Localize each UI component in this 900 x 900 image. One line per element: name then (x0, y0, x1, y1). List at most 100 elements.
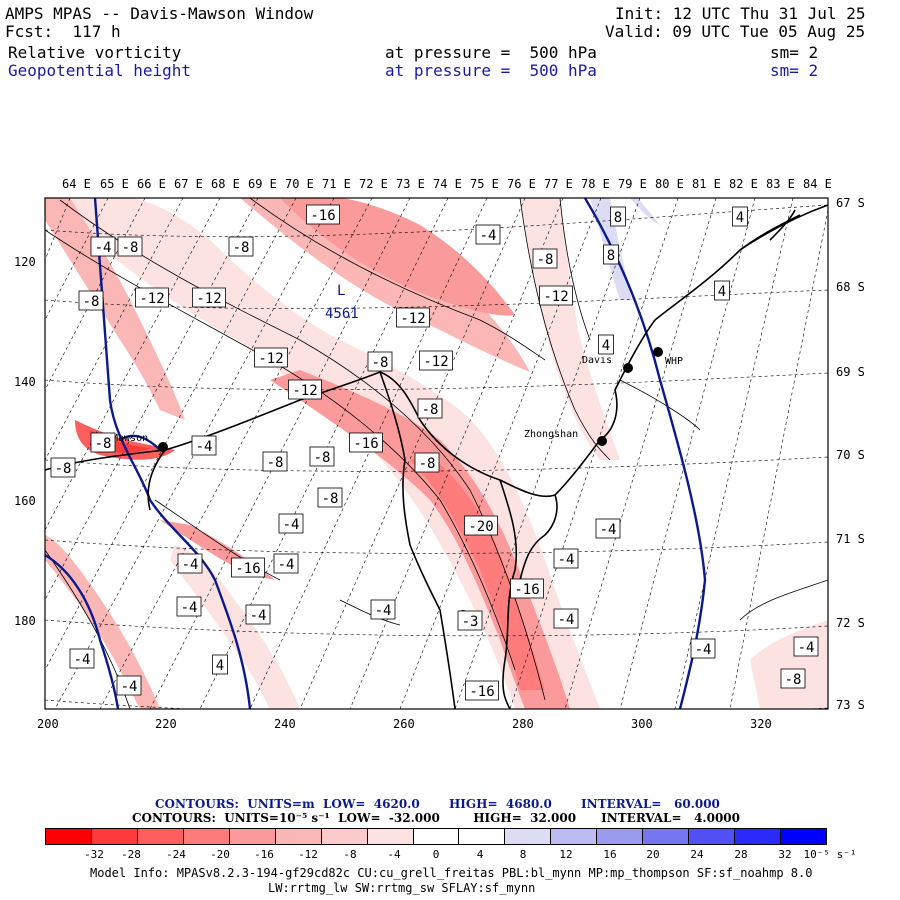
valid-time: Valid: 09 UTC Tue 05 Aug 25 (605, 22, 866, 41)
contour-label: -8 (228, 236, 254, 257)
x-axis-ticks: 200 220 240 260 280 300 320 (37, 717, 772, 731)
colorbar (45, 828, 827, 845)
svg-text:-4: -4 (798, 640, 815, 656)
lat-label: 71 S (836, 532, 865, 546)
lon-label: 68 E (211, 177, 240, 191)
svg-text:-8: -8 (419, 456, 436, 472)
field2-level: at pressure = 500 hPa (385, 61, 597, 80)
contour-label: -4 (116, 675, 142, 696)
colorbar-swatch (46, 829, 92, 844)
contour-label: -8 (317, 487, 343, 508)
y-tick: 120 (14, 255, 36, 269)
contour-label: -16 (510, 578, 544, 599)
colorbar-swatch (643, 829, 690, 844)
vorticity-contour-info: CONTOURS: UNITS=10⁻⁵ s⁻¹ LOW= -32.000 HI… (132, 811, 740, 825)
contour-label: -12 (192, 287, 226, 308)
contour-label: 4 (732, 206, 748, 227)
station-marker-davis (623, 363, 633, 373)
colorbar-swatch (183, 829, 230, 844)
lat-label: 67 S (836, 196, 865, 210)
vorticity-shading (45, 198, 828, 709)
svg-text:-3: -3 (462, 614, 479, 630)
svg-text:-4: -4 (278, 557, 295, 573)
vorticity-map: 64 E 65 E 66 E 67 E 68 E 69 E 70 E 71 E … (14, 177, 865, 731)
lat-label: 73 S (836, 698, 865, 712)
svg-text:-12: -12 (400, 311, 425, 327)
x-tick: 320 (750, 717, 772, 731)
svg-text:-16: -16 (353, 436, 378, 452)
svg-text:-4: -4 (74, 652, 91, 668)
lon-label: 67 E (174, 177, 203, 191)
contour-label: -16 (465, 680, 499, 701)
contour-label: -4 (475, 224, 501, 245)
lon-label: 81 E (692, 177, 721, 191)
colorbar-label: 0 (432, 848, 440, 861)
lat-label: 68 S (836, 280, 865, 294)
contour-label: -4 (176, 596, 202, 617)
coastline (45, 204, 828, 709)
map-frame (44, 197, 829, 710)
contour-label: -4 (245, 604, 271, 625)
height-low-value: 4561 (325, 306, 359, 322)
x-tick: 220 (155, 717, 177, 731)
colorbar-label: -8 (343, 848, 357, 861)
y-tick: 180 (14, 614, 36, 628)
colorbar-label: -4 (387, 848, 401, 861)
contour-label: -8 (262, 451, 288, 472)
contour-label: -12 (396, 307, 430, 328)
colorbar-swatch (321, 829, 368, 844)
model-info-line1: Model Info: MPASv8.2.3-194-gf29cd82c CU:… (90, 866, 813, 880)
svg-text:-8: -8 (372, 355, 389, 371)
field1-level: at pressure = 500 hPa (385, 43, 597, 62)
colorbar-swatch (91, 829, 138, 844)
contour-label: -4 (273, 553, 299, 574)
colorbar-swatch (689, 829, 736, 844)
contour-label: -8 (780, 668, 806, 689)
contour-label: -4 (278, 513, 304, 534)
height-low-marker: L (337, 283, 345, 299)
svg-text:-16: -16 (235, 561, 260, 577)
svg-text:-4: -4 (375, 603, 392, 619)
svg-text:-16: -16 (469, 684, 494, 700)
colorbar-label: 28 (734, 848, 748, 861)
contour-label: 8 (603, 244, 619, 265)
svg-text:-4: -4 (695, 642, 712, 658)
contour-label: -4 (69, 648, 95, 669)
colorbar-swatch (137, 829, 184, 844)
station-label-whp: WHP (665, 356, 683, 367)
lat-label: 72 S (836, 616, 865, 630)
colorbar-label: 4 (476, 848, 484, 861)
contour-label: -8 (309, 446, 335, 467)
contour-label: -12 (135, 287, 169, 308)
x-tick: 240 (274, 717, 296, 731)
lon-label: 80 E (655, 177, 684, 191)
colorbar-label: -24 (166, 848, 186, 861)
lon-label: 73 E (396, 177, 425, 191)
svg-text:-12: -12 (139, 291, 164, 307)
lon-label: 75 E (470, 177, 499, 191)
lon-label: 72 E (359, 177, 388, 191)
colorbar-swatch (229, 829, 276, 844)
lon-label: 79 E (618, 177, 647, 191)
svg-text:4: 4 (718, 284, 726, 300)
lon-label: 70 E (285, 177, 314, 191)
svg-text:-4: -4 (182, 557, 199, 573)
contour-label: 4 (598, 334, 614, 355)
contour-label: -8 (90, 432, 116, 453)
svg-text:-20: -20 (468, 519, 493, 535)
station-marker-whp (653, 347, 663, 357)
lon-label: 74 E (433, 177, 462, 191)
contour-label: -4 (177, 553, 203, 574)
contour-label: -3 (457, 610, 483, 631)
svg-text:-8: -8 (233, 240, 250, 256)
lat-label: 70 S (836, 448, 865, 462)
contour-labels: -4 -4 -8 -8 -8 -8 -8 -8 -8 -8 -8 -8 -8 -8 -12 -12 -12 -12… (50, 204, 819, 701)
height-contour-info: CONTOURS: UNITS=m LOW= 4620.0 HIGH= 4680… (155, 797, 720, 811)
station-marker-zhongshan (597, 436, 607, 446)
contour-label: -4 (370, 599, 396, 620)
lon-label: 77 E (544, 177, 573, 191)
svg-text:-8: -8 (785, 672, 802, 688)
contour-label: 4 (212, 654, 228, 675)
contour-label: -12 (288, 379, 322, 400)
svg-text:-8: -8 (95, 436, 112, 452)
